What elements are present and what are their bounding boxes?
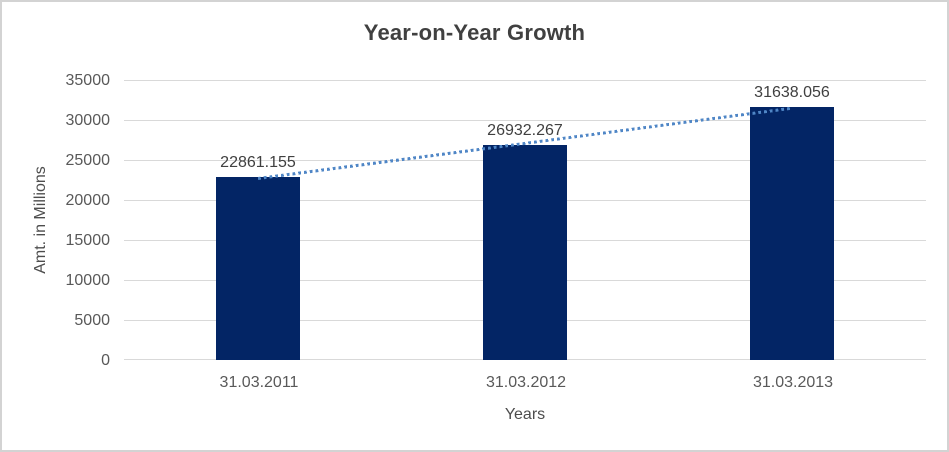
bar-data-label: 22861.155 [220, 154, 296, 172]
y-tick-label: 15000 [65, 232, 111, 249]
plot-area: 22861.155 26932.267 31638.056 [124, 80, 926, 360]
bar-group-2012: 26932.267 [483, 121, 567, 360]
y-tick-label: 25000 [65, 152, 111, 169]
bar-data-label: 26932.267 [487, 121, 563, 139]
gridline [124, 120, 926, 121]
y-tick-label: 0 [101, 352, 110, 369]
y-tick-label: 10000 [65, 272, 111, 289]
y-tick-label: 35000 [65, 72, 111, 89]
bar-group-2013: 31638.056 [750, 83, 834, 360]
bar-2011 [216, 177, 300, 360]
category-label: 31.03.2013 [752, 374, 834, 391]
bar-2012 [483, 144, 567, 360]
gridline [124, 80, 926, 81]
y-tick-label: 5000 [74, 312, 110, 329]
x-axis-title: Years [504, 406, 546, 423]
bar-2013 [750, 106, 834, 360]
bar-data-label: 31638.056 [754, 83, 830, 101]
y-tick-label: 30000 [65, 112, 111, 129]
bar-group-2011: 22861.155 [216, 153, 300, 360]
y-tick-label: 20000 [65, 192, 111, 209]
category-label: 31.03.2011 [219, 374, 299, 391]
category-label: 31.03.2012 [485, 374, 567, 391]
chart-title: Year-on-Year Growth [363, 20, 586, 45]
